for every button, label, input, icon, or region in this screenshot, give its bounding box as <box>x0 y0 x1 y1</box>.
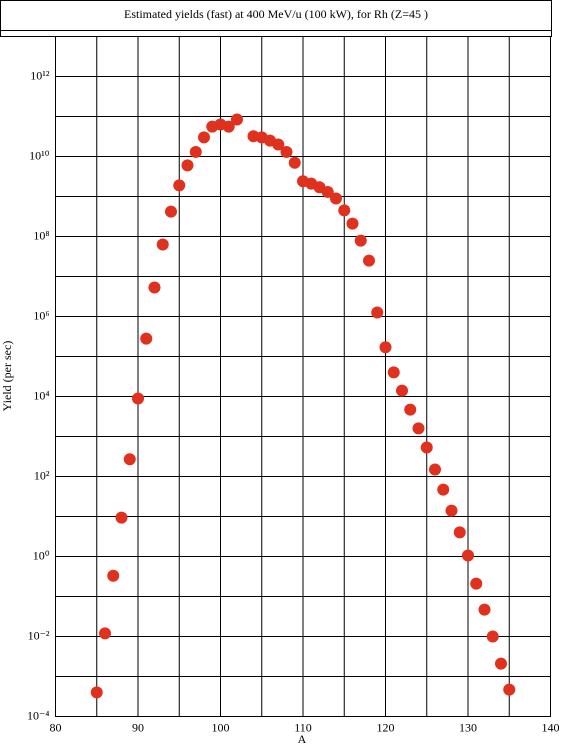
data-point <box>148 281 161 294</box>
x-tick-label: 130 <box>459 720 477 734</box>
data-point <box>503 683 516 696</box>
x-axis-label: A <box>298 732 307 746</box>
data-point <box>486 630 499 643</box>
data-point <box>429 463 441 476</box>
data-point <box>363 254 375 267</box>
data-point <box>140 332 153 345</box>
data-point <box>181 159 194 172</box>
data-point <box>404 403 417 416</box>
data-point <box>132 392 144 405</box>
data-point <box>288 156 301 169</box>
data-point <box>396 384 408 397</box>
x-tick-label: 80 <box>50 720 62 734</box>
y-axis-label: Yield (per sec) <box>0 341 14 412</box>
data-point <box>321 185 334 198</box>
y-tick-label: 10⁶ <box>33 308 49 322</box>
data-point <box>495 657 507 670</box>
data-point <box>387 366 400 379</box>
data-point <box>354 234 367 247</box>
data-point <box>462 549 474 562</box>
data-point <box>453 526 466 539</box>
chart-title: Estimated yields (fast) at 400 MeV/u (10… <box>124 7 428 21</box>
y-tick-label: 10⁰ <box>33 548 50 562</box>
data-point <box>165 205 177 218</box>
data-point <box>173 179 186 192</box>
data-point <box>189 145 202 158</box>
data-point <box>90 686 103 699</box>
data-point <box>478 603 491 616</box>
data-point <box>420 441 433 454</box>
y-tick-label: 10¹⁰ <box>29 148 50 162</box>
data-point <box>280 145 293 158</box>
x-tick-label: 90 <box>132 720 144 734</box>
data-point <box>156 238 169 251</box>
data-point <box>198 131 210 144</box>
data-point <box>99 627 111 640</box>
y-tick-label: 10⁻² <box>28 628 50 642</box>
y-tick-label: 10⁴ <box>33 388 49 402</box>
data-point <box>107 569 120 582</box>
data-point <box>412 422 425 435</box>
data-point <box>445 504 458 517</box>
y-tick-label: 10⁸ <box>33 228 49 242</box>
data-point <box>330 192 342 205</box>
y-tick-label: 10² <box>34 468 50 482</box>
data-point <box>115 511 128 524</box>
x-tick-label: 140 <box>542 720 560 734</box>
y-tick-label: 10¹² <box>30 68 50 82</box>
y-tick-label: 10⁻⁴ <box>27 708 50 722</box>
data-point <box>379 341 392 354</box>
x-tick-label: 110 <box>294 720 312 734</box>
data-point <box>338 204 351 217</box>
x-tick-label: 120 <box>377 720 395 734</box>
data-point <box>346 217 359 230</box>
data-point <box>231 113 243 126</box>
data-point <box>437 483 450 496</box>
data-point <box>470 577 483 590</box>
data-point <box>371 306 384 319</box>
x-tick-label: 100 <box>212 720 230 734</box>
data-point <box>123 453 136 466</box>
data-point <box>222 120 235 133</box>
data-point <box>272 138 285 151</box>
